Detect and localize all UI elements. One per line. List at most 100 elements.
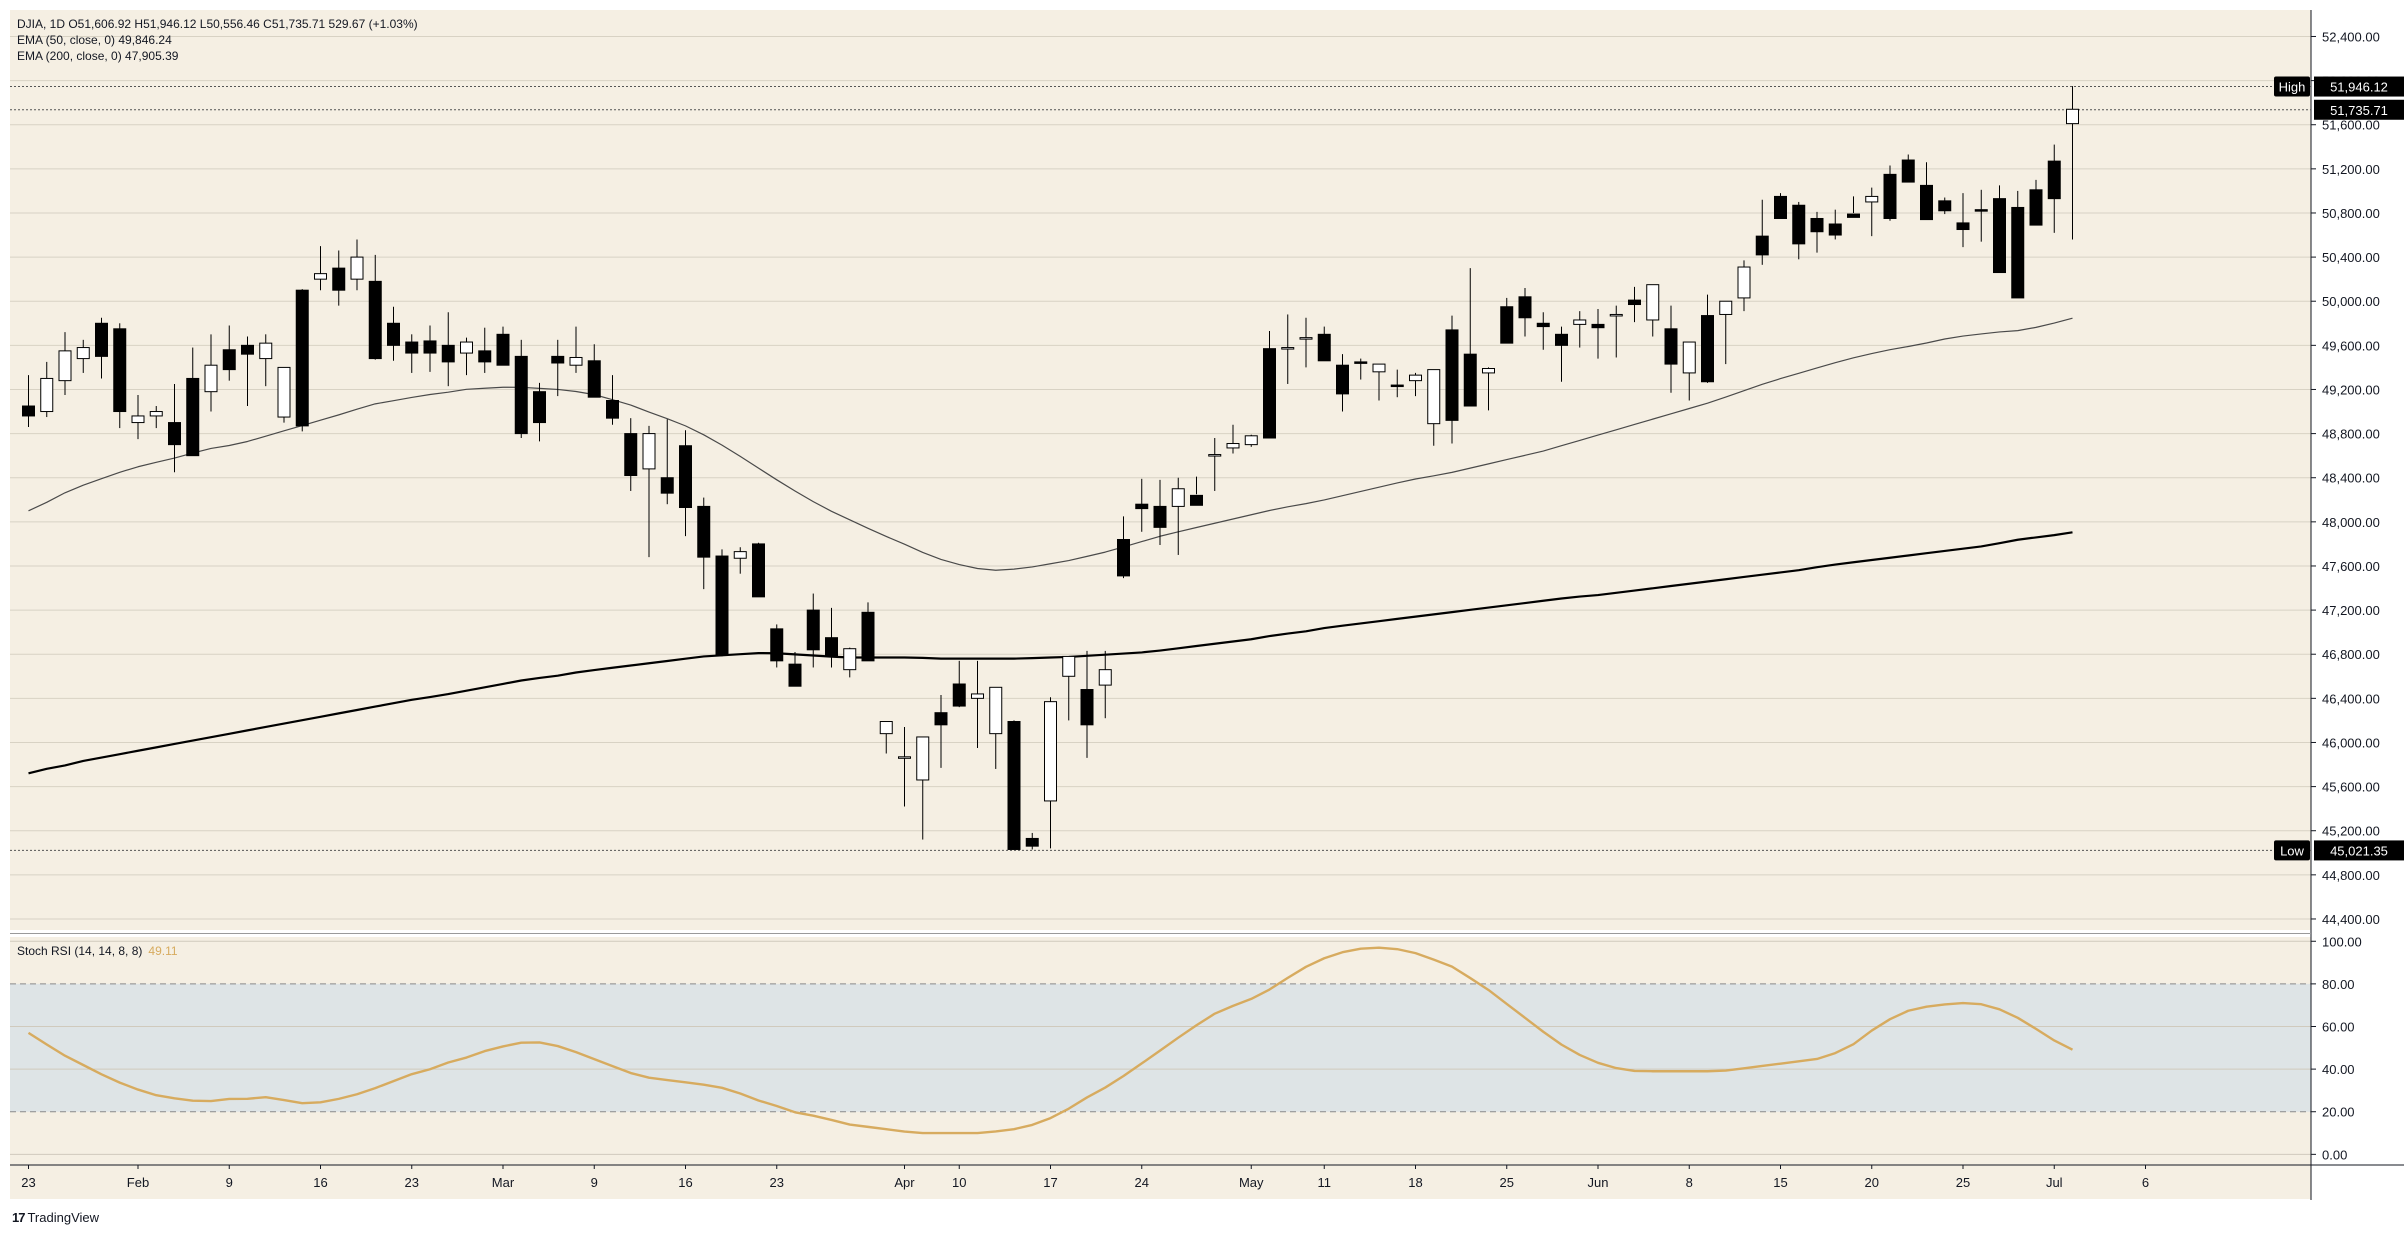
price-axis-label: 45,600.00 <box>2322 780 2380 795</box>
candle <box>1244 434 1258 447</box>
time-axis-label: 23 <box>405 1175 419 1190</box>
symbol-ohlc-legend: DJIA, 1D O51,606.92 H51,946.12 L50,556.4… <box>17 17 418 31</box>
candle-body <box>1865 195 1879 203</box>
candle <box>1281 314 1295 384</box>
candle <box>1190 476 1203 506</box>
candle-body <box>314 273 327 280</box>
candle-body <box>587 360 601 398</box>
low-label-tag-bg <box>2274 840 2310 861</box>
tradingview-watermark[interactable]: 17 TradingView <box>12 1210 99 1225</box>
candle <box>441 312 455 387</box>
candle <box>1062 655 1076 721</box>
candle <box>40 361 54 418</box>
candle <box>679 430 692 537</box>
candle <box>1171 477 1185 555</box>
candle-body <box>1591 323 1605 329</box>
candle <box>222 325 236 381</box>
candle <box>1993 185 2006 274</box>
time-axis-label: Jul <box>2046 1175 2063 1190</box>
candle <box>1463 268 1477 407</box>
low-label-tag-text: Low <box>2280 843 2304 858</box>
candle-body <box>1299 337 1313 340</box>
candle-body <box>1573 319 1587 325</box>
candle <box>1482 367 1495 411</box>
candle-body <box>1956 222 1970 231</box>
candle-body <box>241 344 254 355</box>
candle-body <box>697 505 711 558</box>
candle <box>770 624 784 668</box>
candle <box>551 339 565 397</box>
candle <box>1682 341 1696 401</box>
price-axis-label: 48,800.00 <box>2322 427 2380 442</box>
candle-body <box>1993 198 2006 274</box>
candle <box>1719 300 1733 365</box>
candle <box>460 337 473 376</box>
candle-body <box>1701 315 1714 383</box>
candle-body <box>679 445 692 509</box>
candle <box>1336 354 1349 412</box>
candle <box>1445 315 1459 444</box>
candle-body <box>277 366 291 418</box>
candle-body <box>131 415 145 424</box>
time-axis-label: 9 <box>591 1175 598 1190</box>
candle-body <box>1007 721 1021 850</box>
price-axis-label: 46,800.00 <box>2322 647 2380 662</box>
candle-body <box>1482 368 1495 374</box>
candle <box>788 652 802 687</box>
candle-body <box>1336 364 1349 395</box>
rsi-axis-label: 20.00 <box>2322 1105 2355 1120</box>
candle <box>1828 209 1842 240</box>
candle <box>478 327 492 373</box>
candle <box>1865 187 1879 237</box>
candle-body <box>861 611 875 662</box>
candle-body <box>1135 503 1149 510</box>
candle-body <box>1828 223 1842 236</box>
candle <box>715 549 729 657</box>
candle-body <box>1281 347 1295 350</box>
candle-body <box>2011 206 2025 299</box>
candle-body <box>1098 669 1112 686</box>
candle-body <box>204 364 218 393</box>
candle-body <box>715 555 729 656</box>
candle <box>752 542 765 598</box>
candle <box>898 727 911 807</box>
candle-body <box>642 433 656 470</box>
candle <box>1628 286 1641 323</box>
candle-body <box>1500 306 1514 344</box>
candle-body <box>405 341 419 354</box>
candle <box>1098 650 1112 719</box>
rsi-band <box>10 983 2311 1112</box>
time-axis-label: Jun <box>1588 1175 1609 1190</box>
candle <box>1938 197 1952 215</box>
candle-body <box>1792 204 1806 245</box>
candle <box>1427 369 1441 446</box>
time-axis-label: 23 <box>21 1175 35 1190</box>
low-label-value-bg <box>2314 840 2404 861</box>
price-axis-label: 49,600.00 <box>2322 338 2380 353</box>
candle-body <box>624 433 638 477</box>
candle-body <box>387 322 400 346</box>
candle-body <box>368 280 382 360</box>
candle <box>277 366 291 423</box>
candle-body <box>1938 200 1952 212</box>
candle-body <box>1719 300 1733 315</box>
candle-body <box>843 648 857 671</box>
candle <box>879 721 893 754</box>
price-axis-label: 50,000.00 <box>2322 294 2380 309</box>
candle-body <box>423 340 437 354</box>
candle <box>1135 478 1149 532</box>
candle-body <box>660 477 674 494</box>
price-axis-label: 51,200.00 <box>2322 162 2380 177</box>
candle <box>1774 193 1787 219</box>
candle-body <box>934 712 948 726</box>
candle-body <box>1171 488 1185 507</box>
candle-body <box>1390 384 1404 388</box>
candle <box>971 660 984 748</box>
candle <box>1536 312 1550 350</box>
stoch-rsi-title: Stoch RSI (14, 14, 8, 8) <box>17 944 143 958</box>
price-axis-label: 51,600.00 <box>2322 118 2380 133</box>
candle-body <box>222 349 236 371</box>
candle <box>295 289 309 432</box>
candle <box>1792 201 1806 260</box>
